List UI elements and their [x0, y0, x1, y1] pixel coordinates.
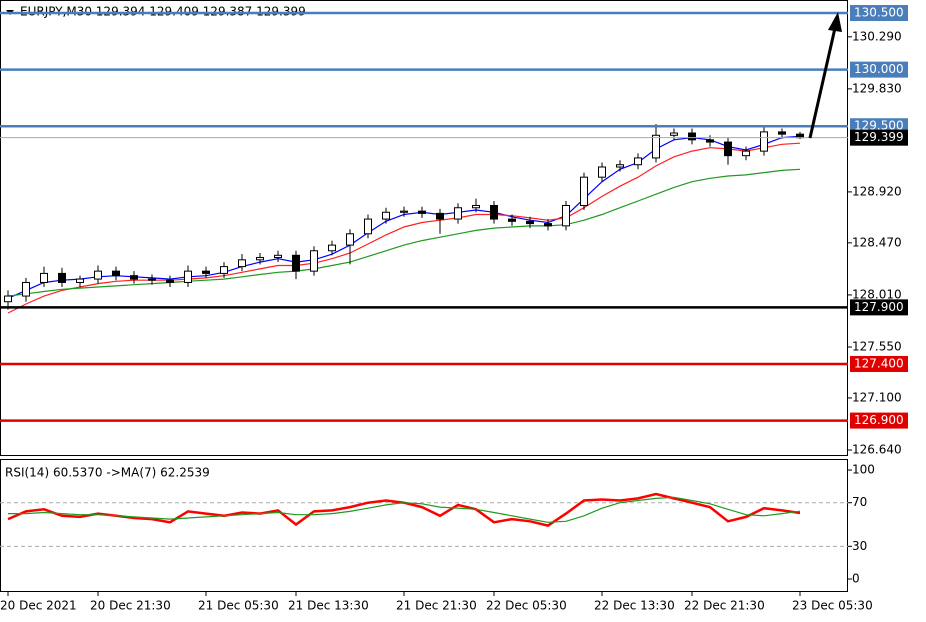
level-label: 126.900	[854, 413, 904, 427]
candle-body	[598, 166, 606, 178]
candle-body	[310, 250, 318, 272]
y-tick-label: 130.290	[852, 29, 902, 43]
candle-body	[562, 204, 570, 227]
candle-body	[778, 131, 786, 135]
candle-body	[4, 295, 12, 303]
candle-body	[202, 270, 210, 274]
candle-body	[220, 266, 228, 274]
candle-body	[544, 223, 552, 227]
level-label-box	[850, 299, 908, 316]
y-tick-label: 128.470	[852, 235, 902, 249]
x-tick-label: 22 Dec 21:30	[684, 599, 765, 613]
candle-body	[454, 207, 462, 220]
candle-body	[472, 204, 480, 209]
candle-body	[40, 272, 48, 283]
level-label-box	[850, 129, 908, 146]
candle-body	[760, 131, 768, 152]
y-tick-label: 70	[852, 495, 867, 509]
level-label: 129.399	[854, 130, 904, 144]
x-tick-label: 22 Dec 05:30	[486, 599, 567, 613]
candle-body	[724, 141, 732, 157]
candle-body	[94, 270, 102, 280]
price-panel-frame	[0, 0, 848, 456]
candle-body	[742, 150, 750, 157]
arrow-head	[828, 12, 842, 32]
arrow-shaft	[808, 27, 837, 139]
candle-body	[652, 134, 660, 159]
y-tick-label: 127.100	[852, 390, 902, 404]
candle-body	[22, 281, 30, 297]
annotation-arrow	[808, 12, 842, 139]
candle-body	[508, 218, 516, 222]
candle-body	[130, 275, 138, 280]
level-label: 127.900	[854, 300, 904, 314]
y-tick-label: 129.830	[852, 81, 902, 95]
y-tick-label: 0	[852, 572, 860, 586]
candle-body	[616, 164, 624, 168]
indicator-line	[8, 496, 801, 523]
candle-body	[400, 210, 408, 213]
indicator-line	[7, 142, 801, 314]
level-label-box	[850, 412, 908, 429]
level-label: 130.000	[854, 62, 904, 76]
candle-body	[76, 278, 84, 283]
x-tick-label: 22 Dec 13:30	[594, 599, 675, 613]
level-label-box	[850, 61, 908, 78]
candle-body	[256, 257, 264, 261]
level-label: 127.400	[854, 356, 904, 370]
candle-body	[274, 254, 282, 259]
indicator-line	[7, 168, 801, 297]
y-tick-label: 100	[852, 463, 875, 477]
candle-body	[238, 259, 246, 268]
candle-body	[580, 176, 588, 206]
level-label: 129.500	[854, 119, 904, 133]
candle-body	[166, 279, 174, 283]
candle-body	[112, 270, 120, 277]
y-tick-label: 128.920	[852, 184, 902, 198]
y-tick-label: 128.010	[852, 287, 902, 301]
candle-body	[634, 157, 642, 166]
candle-body	[328, 244, 336, 252]
rsi-header: RSI(14) 60.5370 ->MA(7) 62.2539	[5, 466, 210, 480]
candle-body	[184, 270, 192, 283]
y-tick-label: 127.550	[852, 339, 902, 353]
x-tick-label: 20 Dec 2021	[0, 599, 77, 613]
level-label-box	[850, 355, 908, 372]
x-tick-label: 21 Dec 21:30	[396, 599, 477, 613]
candle-body	[364, 218, 372, 235]
x-tick-label: 20 Dec 21:30	[90, 599, 171, 613]
candle-body	[292, 254, 300, 272]
candle-body	[688, 132, 696, 141]
symbol-header: EURJPY,M30 129.394 129.409 129.387 129.3…	[20, 5, 306, 19]
candle-body	[490, 204, 498, 220]
candle-body	[418, 210, 426, 214]
candle-body	[148, 278, 156, 281]
candle-body	[346, 233, 354, 246]
y-tick-label: 30	[852, 539, 867, 553]
x-tick-label: 23 Dec 05:30	[792, 599, 873, 613]
candle-body	[382, 211, 390, 220]
level-label-box	[850, 5, 908, 22]
candle-body	[58, 272, 66, 283]
candle-body	[796, 133, 804, 139]
candle-body	[526, 220, 534, 225]
rsi-panel-frame	[0, 459, 848, 592]
candle-body	[670, 132, 678, 136]
candle-body	[706, 139, 714, 143]
x-tick-label: 21 Dec 05:30	[198, 599, 279, 613]
candle-body	[436, 212, 444, 220]
y-tick-label: 126.640	[852, 443, 902, 457]
level-label: 130.500	[854, 6, 904, 20]
x-tick-label: 21 Dec 13:30	[288, 599, 369, 613]
